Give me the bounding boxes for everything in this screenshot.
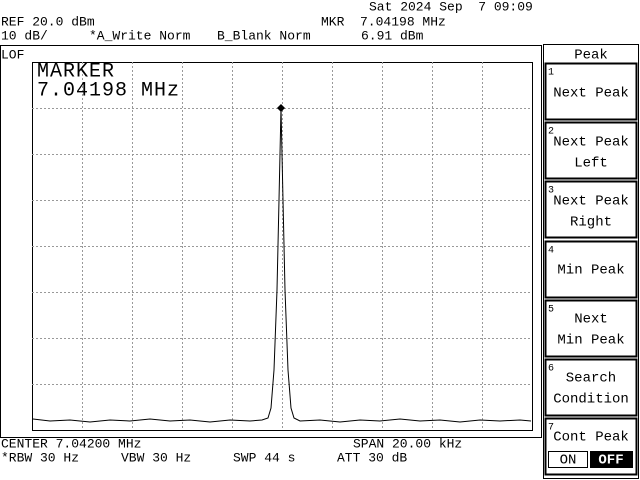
marker-title: MARKER xyxy=(37,60,115,83)
center-frequency: CENTER 7.04200 MHz xyxy=(1,436,141,451)
key-number: 3 xyxy=(548,186,554,197)
key-label: Next Peak xyxy=(553,86,629,102)
datetime: Sat 2024 Sep 7 09:09 xyxy=(369,0,533,14)
key-number: 7 xyxy=(548,423,554,434)
key-number: 6 xyxy=(548,364,554,375)
softkey[interactable]: 3 Next Peak Right xyxy=(544,180,638,239)
ref-level: REF 20.0 dBm xyxy=(1,14,95,29)
trace-b: B_Blank Norm xyxy=(217,28,311,43)
scale: 10 dB/ xyxy=(1,28,48,43)
softkey[interactable]: 1 Next Peak xyxy=(544,62,638,121)
key-number: 1 xyxy=(548,68,554,79)
softkey[interactable]: 6 Search Condition xyxy=(544,358,638,417)
softkey[interactable]: 5 Next Min Peak xyxy=(544,299,638,358)
marker-level: 6.91 dBm xyxy=(361,28,424,43)
vbw: VBW 30 Hz xyxy=(121,450,191,465)
attenuation: ATT 30 dB xyxy=(337,450,407,465)
key-number: 5 xyxy=(548,305,554,316)
grid xyxy=(32,62,532,430)
key-label: Cont Peak xyxy=(553,430,629,446)
toggle-on-label: ON xyxy=(560,453,577,469)
marker-frequency: MKR 7.04198 MHz xyxy=(321,14,446,29)
marker-diamond xyxy=(277,104,285,112)
display-frame xyxy=(0,45,542,438)
softkey[interactable]: 2 Next Peak Left xyxy=(544,121,638,180)
lof: LOF xyxy=(1,47,24,62)
key-label: Search xyxy=(566,371,616,387)
softkey[interactable]: 4 Min Peak xyxy=(544,240,638,299)
key-label: Next Peak xyxy=(553,194,629,210)
rbw: *RBW 30 Hz xyxy=(1,450,79,465)
span: SPAN 20.00 kHz xyxy=(353,436,462,451)
key-label: Next Peak xyxy=(553,135,629,151)
key-label: Left xyxy=(574,156,608,172)
key-label: Min Peak xyxy=(557,333,624,349)
key-label: Min Peak xyxy=(557,263,624,279)
key-number: 4 xyxy=(548,246,554,257)
menu-title: Peak xyxy=(574,48,608,64)
marker-readout: 7.04198 MHz xyxy=(37,79,180,102)
toggle-off xyxy=(590,451,633,468)
toggle-on xyxy=(548,451,588,468)
key-label: Right xyxy=(570,215,612,231)
key-label: Condition xyxy=(553,392,629,408)
key-label: Next xyxy=(574,312,608,328)
toggle-off-label: OFF xyxy=(598,453,623,469)
softkey[interactable]: 7 Cont Peak ON OFF xyxy=(544,417,638,476)
key-number: 2 xyxy=(548,127,554,138)
trace-a: *A_Write Norm xyxy=(89,28,191,43)
sweep-time: SWP 44 s xyxy=(233,450,295,465)
